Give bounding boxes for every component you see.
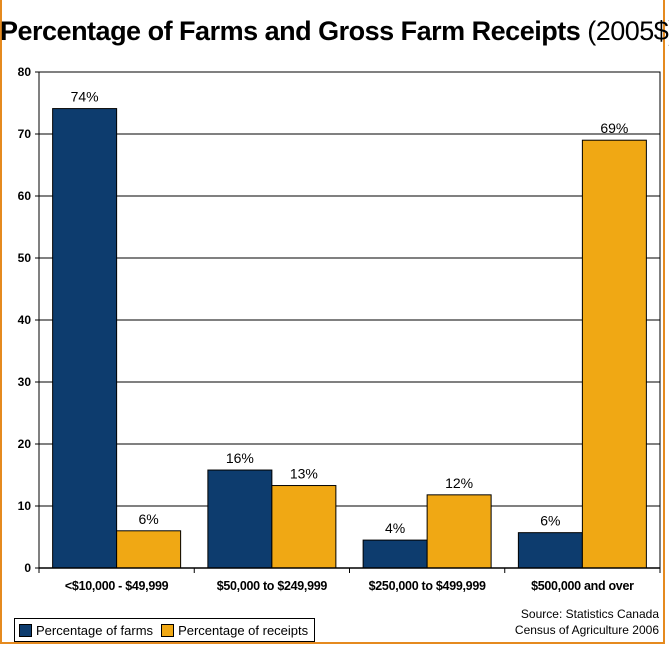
- bar-farms-0: [52, 108, 118, 569]
- y-tick-label-50: 50: [18, 251, 32, 265]
- y-tick-label-80: 80: [18, 65, 32, 79]
- source-line-1: Source: Statistics Canada: [520, 607, 659, 621]
- source-line-2: Census of Agriculture 2006: [514, 623, 659, 637]
- legend-item-receipts: Percentage of receipts: [161, 623, 308, 638]
- y-tick-label-70: 70: [18, 127, 32, 141]
- title-suffix: (2005$): [587, 16, 669, 46]
- data-label-receipts-0: 6%: [139, 511, 159, 527]
- legend-swatch-farms: [19, 623, 32, 637]
- bar-chart: 0 10 20 30 40 50 60 70 80 74% 6% <$10,000 - $49,999…: [18, 65, 661, 593]
- source-note: Source: Statistics Canada Census of Agri…: [515, 606, 659, 638]
- y-tick-label-0: 0: [24, 561, 31, 575]
- y-tick-label-40: 40: [18, 313, 32, 327]
- y-tick-label-10: 10: [18, 499, 32, 513]
- legend-item-farms: Percentage of farms: [19, 623, 153, 638]
- x-tick-label-3: $500,000 and over: [531, 579, 634, 593]
- bar-farms-2: [362, 539, 428, 569]
- bar-farms-1: [207, 469, 273, 569]
- legend: Percentage of farms Percentage of receip…: [14, 618, 316, 642]
- chart-title: Percentage of Farms and Gross Farm Recei…: [0, 16, 669, 47]
- legend-label-farms: Percentage of farms: [36, 622, 154, 638]
- title-main: Percentage of Farms and Gross Farm Recei…: [0, 16, 581, 46]
- data-label-farms-1: 16%: [226, 450, 254, 466]
- legend-swatch-receipts: [161, 623, 175, 637]
- data-label-farms-2: 4%: [385, 520, 405, 536]
- bar-farms-3: [517, 532, 583, 569]
- bar-receipts-1: [271, 485, 337, 569]
- y-tick-label-30: 30: [18, 375, 32, 389]
- legend-label-receipts: Percentage of receipts: [178, 622, 309, 638]
- y-tick-label-20: 20: [18, 437, 32, 451]
- bar-receipts-3: [581, 139, 647, 569]
- data-label-receipts-1: 13%: [290, 466, 318, 482]
- data-label-farms-3: 6%: [540, 513, 560, 529]
- data-label-receipts-2: 12%: [445, 475, 473, 491]
- x-tick-label-0: <$10,000 - $49,999: [65, 579, 169, 593]
- x-tick-label-2: $250,000 to $499,999: [369, 579, 486, 593]
- x-tick-label-1: $50,000 to $249,999: [217, 579, 328, 593]
- data-label-receipts-3: 69%: [600, 120, 628, 136]
- bar-receipts-2: [426, 494, 492, 569]
- data-label-farms-0: 74%: [71, 89, 99, 105]
- y-tick-label-60: 60: [18, 189, 32, 203]
- bar-receipts-0: [116, 530, 182, 569]
